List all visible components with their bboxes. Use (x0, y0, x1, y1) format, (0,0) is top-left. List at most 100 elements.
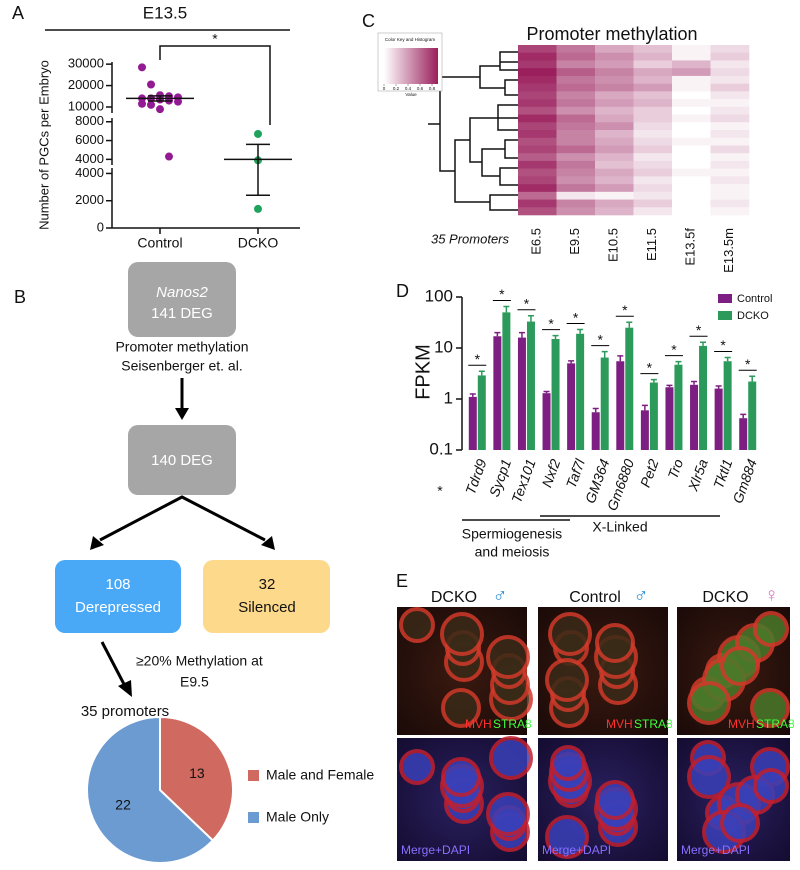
legend-label: Male and Female (266, 767, 374, 783)
cell (441, 688, 481, 728)
heatmap-cell (518, 122, 557, 131)
y-tick-label: 8000 (75, 113, 104, 128)
heatmap-cell (518, 60, 557, 69)
legend-swatch (248, 770, 259, 781)
legend-label: DCKO (737, 310, 769, 322)
heatmap-cell (633, 60, 673, 69)
heatmap-cell (595, 207, 634, 216)
column-label: E13.5m (721, 228, 736, 273)
data-point (254, 204, 262, 213)
heatmap-cell (710, 91, 750, 100)
heatmap-cell (556, 168, 596, 177)
heatmap-cell (710, 168, 750, 177)
heatmap-cell (556, 199, 596, 208)
data-point (165, 152, 173, 161)
heatmap-cell (710, 160, 750, 169)
heatmap-cell (518, 207, 557, 216)
heatmap-cell (556, 122, 596, 131)
flow-text: 32 (259, 576, 276, 593)
y-tick-label: 1 (444, 388, 453, 407)
heatmap-cell (556, 137, 596, 146)
heatmap-cell (710, 52, 750, 61)
bar (640, 410, 649, 450)
heatmap-cell (556, 145, 596, 154)
heatmap-cell (672, 191, 711, 200)
cell (545, 815, 589, 859)
chart-title: Promoter methylation (526, 24, 697, 44)
heatmap-cell (633, 184, 673, 193)
significance: * (647, 359, 653, 375)
error-bar (592, 407, 599, 413)
error-bar (700, 341, 707, 346)
legend-swatch (718, 311, 732, 320)
error-bar (246, 143, 270, 197)
legend-swatch (718, 294, 732, 303)
heatmap-cell (595, 176, 634, 185)
bar (517, 337, 526, 450)
error-bar (715, 385, 722, 389)
heatmap-cell (633, 145, 673, 154)
heatmap-cell (518, 137, 557, 146)
dendrogram (428, 51, 518, 211)
x-tick-label: DCKO (238, 235, 279, 251)
key-tick-label: 0.4 (405, 86, 412, 91)
heatmap-cell (595, 199, 634, 208)
heatmap-cell (518, 168, 557, 177)
heatmap-cell (556, 160, 596, 169)
heatmap-cell (710, 153, 750, 162)
heatmap-cell (672, 52, 711, 61)
heatmap-cell (710, 68, 750, 77)
heatmap-cell (595, 91, 634, 100)
heatmap-cell (518, 145, 557, 154)
column-label: E11.5 (644, 228, 659, 261)
heatmap-cell (595, 160, 634, 169)
heatmap-cell (672, 137, 711, 146)
heatmap-cell (518, 130, 557, 139)
heatmap-cell (633, 45, 673, 54)
heatmap-cell (710, 191, 750, 200)
significance: * (745, 356, 751, 372)
key-tick-label: 0.8 (429, 86, 436, 91)
heatmap-cell (518, 184, 557, 193)
heatmap-cell (710, 137, 750, 146)
y-axis-label: FPKM (412, 344, 434, 400)
heatmap-cell (710, 45, 750, 54)
y-tick-label: 30000 (68, 56, 104, 71)
heatmap-cell (672, 153, 711, 162)
heatmap-cell (556, 130, 596, 139)
heatmap-cell (633, 160, 673, 169)
heatmap-cell (518, 114, 557, 123)
panel-label: A (12, 3, 24, 23)
heatmap-cell (595, 145, 634, 154)
heatmap-cell (710, 60, 750, 69)
heatmap-cell (595, 75, 634, 84)
pie-slice (159, 715, 234, 842)
flow-text: Derepressed (75, 599, 161, 616)
data-point (174, 97, 182, 106)
heatmap-cell (672, 122, 711, 131)
column-header: Control (569, 589, 621, 606)
chart-title: 35 promoters (81, 703, 169, 720)
y-tick-label: 20000 (68, 77, 104, 92)
error-bar (503, 305, 510, 313)
heatmap-cell (633, 191, 673, 200)
heatmap-cell (672, 114, 711, 123)
heatmap-cell (633, 130, 673, 139)
column-label: E10.5 (606, 228, 621, 262)
heatmap-cell (672, 168, 711, 177)
heatmap-cell (518, 91, 557, 100)
cell (595, 780, 635, 820)
label-prefix: * (437, 483, 443, 499)
heatmap-cell (556, 176, 596, 185)
error-bar (626, 321, 633, 328)
error-bar (478, 370, 485, 376)
bar (542, 393, 551, 450)
bar (493, 336, 502, 450)
bar (748, 381, 757, 450)
caption: MVH (606, 717, 633, 731)
cell (399, 749, 435, 785)
cell (720, 803, 760, 843)
x-tick-label: Nxf2 (538, 457, 563, 490)
heatmap-cell (710, 176, 750, 185)
x-tick-label: Control (137, 235, 182, 251)
